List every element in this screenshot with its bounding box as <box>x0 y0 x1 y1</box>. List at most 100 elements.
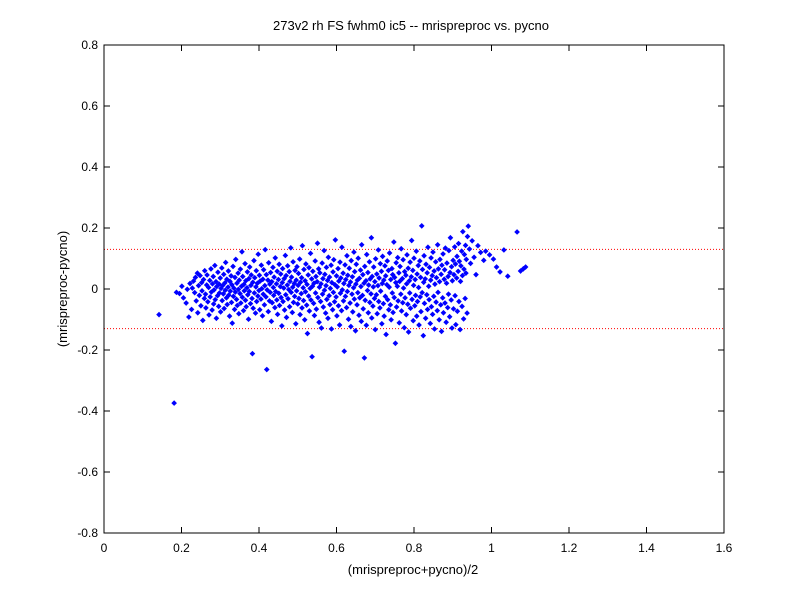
data-point <box>439 262 445 269</box>
data-point <box>430 249 436 255</box>
data-point <box>342 276 349 283</box>
x-tick-label: 1.4 <box>638 541 655 555</box>
data-point <box>455 240 462 247</box>
data-point <box>270 292 277 299</box>
data-point <box>367 299 373 306</box>
data-point <box>375 247 382 253</box>
data-point <box>435 289 441 296</box>
data-point <box>273 280 280 287</box>
data-point <box>396 320 403 326</box>
data-point <box>210 301 217 307</box>
data-point <box>357 267 364 273</box>
data-point <box>411 255 417 262</box>
data-point <box>264 287 270 293</box>
data-point <box>392 340 399 347</box>
data-point <box>387 276 394 283</box>
data-point <box>375 282 381 289</box>
data-point <box>407 305 414 312</box>
data-point <box>455 268 461 275</box>
data-point <box>447 234 454 241</box>
data-point <box>180 295 187 301</box>
data-point <box>281 307 288 313</box>
data-point <box>228 273 234 279</box>
data-point <box>363 277 369 284</box>
data-point <box>355 255 362 262</box>
data-point <box>412 276 418 283</box>
data-point <box>205 298 211 305</box>
data-point <box>304 330 311 337</box>
data-point <box>361 355 368 361</box>
data-point <box>275 290 282 297</box>
data-point <box>197 272 203 279</box>
data-point <box>232 274 238 281</box>
data-point <box>283 314 290 321</box>
data-point <box>268 318 275 325</box>
data-point <box>288 274 295 280</box>
data-point <box>267 289 274 296</box>
data-point <box>374 310 381 317</box>
data-point <box>449 325 455 331</box>
data-point <box>272 255 279 261</box>
data-point <box>305 272 312 278</box>
data-point <box>351 268 358 275</box>
data-point <box>241 281 247 288</box>
data-point <box>453 275 460 281</box>
y-tick-label: -0.6 <box>77 465 98 479</box>
data-point <box>412 292 419 299</box>
data-point <box>255 293 261 299</box>
data-point <box>282 291 289 298</box>
data-point <box>398 245 405 252</box>
y-tick-label: 0.2 <box>81 221 98 235</box>
data-point <box>195 282 202 289</box>
data-point <box>234 280 240 287</box>
data-point <box>333 294 339 300</box>
data-point <box>221 305 227 312</box>
data-point <box>452 261 459 267</box>
data-point <box>444 304 451 311</box>
data-point <box>388 316 394 323</box>
data-point <box>417 274 424 281</box>
data-point <box>341 280 347 287</box>
data-point <box>262 246 269 253</box>
data-point <box>260 291 267 298</box>
data-point <box>279 323 285 329</box>
data-point <box>433 299 439 305</box>
data-point <box>422 276 429 282</box>
data-point <box>344 288 351 295</box>
data-point <box>398 291 404 298</box>
data-point <box>241 288 248 294</box>
data-point <box>382 293 389 300</box>
data-point <box>305 293 312 299</box>
data-point <box>462 295 468 302</box>
data-point <box>461 251 468 258</box>
data-point <box>419 289 425 296</box>
data-point <box>176 290 183 297</box>
data-point <box>400 256 406 263</box>
data-point <box>445 291 452 298</box>
data-point <box>280 298 286 305</box>
data-point <box>384 258 391 264</box>
data-point <box>346 265 353 272</box>
data-point <box>227 288 234 294</box>
data-point <box>318 325 325 331</box>
data-point <box>193 298 200 304</box>
data-point <box>360 271 366 278</box>
data-point <box>398 308 405 314</box>
data-point <box>444 260 450 266</box>
data-point <box>446 313 453 320</box>
data-point <box>437 302 444 308</box>
data-point <box>226 313 233 319</box>
data-point <box>363 322 370 329</box>
data-point <box>239 273 246 280</box>
data-point <box>497 269 503 275</box>
data-point <box>303 261 309 267</box>
data-point <box>244 284 250 291</box>
x-tick-label: 1 <box>488 541 495 555</box>
data-point <box>435 266 442 272</box>
data-point <box>285 295 291 302</box>
data-point <box>284 282 291 288</box>
data-point <box>400 285 407 291</box>
data-point <box>334 313 340 319</box>
data-point <box>306 308 313 314</box>
